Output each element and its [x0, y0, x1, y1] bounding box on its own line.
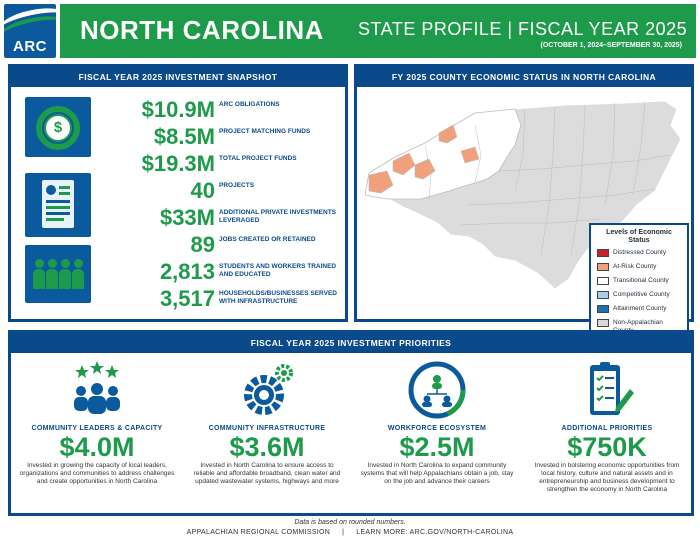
county-at-risk — [414, 158, 436, 180]
map-legend: Levels of Economic Status Distressed Cou… — [589, 223, 689, 338]
learn-more-link[interactable]: LEARN MORE: ARC.GOV/NORTH-CAROLINA — [356, 529, 514, 536]
stat-label: PROJECTS — [219, 182, 255, 189]
rounding-note: Data is based on rounded numbers. — [294, 519, 406, 526]
header: ARC NORTH CAROLINA STATE PROFILE | FISCA… — [0, 0, 700, 60]
priority-description: Invested in North Carolina to expand com… — [360, 462, 514, 485]
stat-label: HOUSEHOLDS/BUSINESSES SERVED WITH INFRAS… — [219, 290, 337, 305]
stat-value: 3,517 — [159, 286, 215, 311]
profile-label: STATE PROFILE | FISCAL YEAR 2025 — [358, 19, 688, 39]
stat-projects: 40 PROJECTS — [107, 178, 343, 204]
people-icon — [25, 245, 91, 303]
stat-value: $19.3M — [141, 151, 215, 176]
stat-arc-obligations: $10.9M ARC OBLIGATIONS — [107, 97, 343, 123]
stat-jobs: 89 JOBS CREATED OR RETAINED — [107, 232, 343, 258]
stat-value: $8.5M — [153, 124, 215, 149]
investment-snapshot-panel: FISCAL YEAR 2025 INVESTMENT SNAPSHOT $ $… — [8, 64, 348, 322]
title-banner: NORTH CAROLINA STATE PROFILE | FISCAL YE… — [60, 4, 696, 58]
dollar-coin-icon: $ — [25, 97, 91, 157]
stat-label: STUDENTS AND WORKERS TRAINED AND EDUCATE… — [219, 263, 337, 278]
stat-value: $10.9M — [141, 97, 215, 122]
legend-item: At-Risk County — [597, 263, 681, 275]
stat-matching-funds: $8.5M PROJECT MATCHING FUNDS — [107, 124, 343, 150]
footer-separator: | — [342, 529, 345, 536]
priority-description: Invested in North Carolina to ensure acc… — [193, 462, 341, 485]
county-map-panel: FY 2025 COUNTY ECONOMIC STATUS IN NORTH … — [354, 64, 694, 338]
stat-total-funds: $19.3M TOTAL PROJECT FUNDS — [107, 151, 343, 177]
stat-label: ARC OBLIGATIONS — [219, 101, 280, 108]
north-carolina-map: Levels of Economic Status Distressed Cou… — [364, 95, 689, 338]
footer: APPALACHIAN REGIONAL COMMISSION | LEARN MO… — [0, 529, 700, 536]
stat-value: 40 — [190, 178, 215, 203]
priority-community-leaders: COMMUNITY LEADERS & CAPACITY $4.0M Inves… — [13, 361, 181, 511]
priority-workforce-ecosystem: WORKFORCE ECOSYSTEM $2.5M Invested in No… — [353, 361, 521, 511]
legend-item: Attainment County — [597, 305, 681, 317]
priority-amount: $3.6M — [229, 432, 305, 462]
priority-amount: $2.5M — [399, 432, 475, 462]
infrastructure-gear-icon — [232, 361, 302, 419]
stat-value: 2,813 — [159, 259, 215, 284]
stat-value: $33M — [159, 205, 215, 230]
map-title: FY 2025 COUNTY ECONOMIC STATUS IN NORTH … — [357, 67, 691, 87]
stat-private-investments: $33M ADDITIONAL PRIVATE INVESTMENTS LEVE… — [107, 205, 343, 231]
appalachian-region — [364, 108, 522, 200]
priority-title: WORKFORCE ECOSYSTEM — [387, 425, 487, 432]
stat-label: TOTAL PROJECT FUNDS — [219, 155, 297, 162]
county-map-svg — [364, 100, 682, 290]
legend-title: Levels of Economic Status — [606, 229, 672, 244]
county-at-risk — [438, 124, 458, 144]
priority-amount: $750K — [567, 432, 647, 462]
logo-text: ARC — [13, 38, 47, 55]
snapshot-title: FISCAL YEAR 2025 INVESTMENT SNAPSHOT — [11, 67, 345, 87]
priority-community-infrastructure: COMMUNITY INFRASTRUCTURE $3.6M Invested … — [183, 361, 351, 511]
stat-label: JOBS CREATED OR RETAINED — [219, 236, 316, 243]
legend-item: Transitional County — [597, 277, 681, 289]
county-at-risk — [460, 146, 480, 164]
checklist-clipboard-icon — [572, 361, 642, 419]
stat-label: ADDITIONAL PRIVATE INVESTMENTS LEVERAGED — [219, 209, 337, 224]
legend-item: Competitive County — [597, 291, 681, 303]
priority-additional: ADDITIONAL PRIORITIES $750K Invested in … — [523, 361, 691, 511]
state-name: NORTH CAROLINA — [80, 15, 324, 45]
org-name: APPALACHIAN REGIONAL COMMISSION — [186, 529, 331, 536]
priority-description: Invested in growing the capacity of loca… — [19, 462, 175, 485]
document-icon — [25, 173, 91, 237]
priority-description: Invested in bolstering economic opportun… — [534, 462, 680, 493]
arc-logo[interactable]: ARC — [4, 4, 56, 58]
stat-label: PROJECT MATCHING FUNDS — [219, 128, 311, 135]
stat-students-workers: 2,813 STUDENTS AND WORKERS TRAINED AND E… — [107, 259, 343, 285]
legend-item: Distressed County — [597, 249, 681, 261]
priority-title: COMMUNITY INFRASTRUCTURE — [208, 425, 326, 432]
investment-priorities-panel: FISCAL YEAR 2025 INVESTMENT PRIORITIES C… — [8, 330, 694, 516]
workforce-network-icon — [402, 361, 472, 419]
stat-value: 89 — [190, 232, 215, 257]
stat-households-businesses: 3,517 HOUSEHOLDS/BUSINESSES SERVED WITH … — [107, 286, 343, 312]
community-leaders-icon — [62, 361, 132, 419]
priority-amount: $4.0M — [59, 432, 135, 462]
county-at-risk — [392, 152, 416, 176]
county-borders — [424, 101, 670, 256]
priorities-title: FISCAL YEAR 2025 INVESTMENT PRIORITIES — [11, 333, 691, 353]
fiscal-dates: (OCTOBER 1, 2024–SEPTEMBER 30, 2025) — [540, 42, 682, 49]
priority-title: ADDITIONAL PRIORITIES — [561, 425, 653, 432]
priority-title: COMMUNITY LEADERS & CAPACITY — [31, 425, 163, 432]
county-at-risk — [368, 170, 394, 194]
